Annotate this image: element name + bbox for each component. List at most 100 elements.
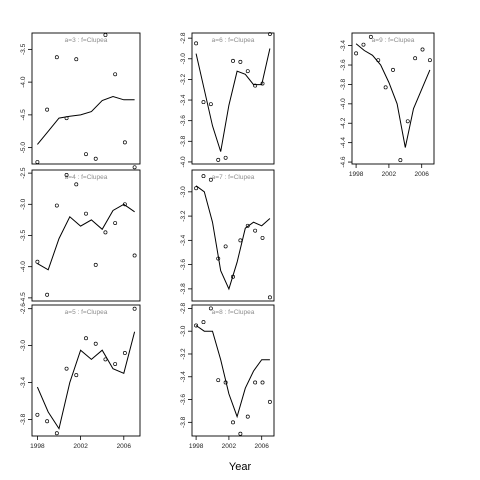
observed-point xyxy=(398,158,403,163)
y-tick-label: -4.5 xyxy=(20,109,27,121)
observed-point xyxy=(391,67,395,72)
observed-point xyxy=(253,83,258,88)
fitted-line xyxy=(37,95,135,145)
y-tick-label: -3.4 xyxy=(180,234,187,246)
observed-point xyxy=(103,33,108,37)
observed-point xyxy=(223,380,228,385)
observed-point xyxy=(45,107,50,112)
observed-point xyxy=(383,85,388,90)
fitted-line xyxy=(195,185,271,291)
observed-point xyxy=(64,366,69,371)
observed-point xyxy=(103,357,108,362)
panel-5: a=7 : f=Clupea -3.0 -3.2 -3.4 -3.6 -3.8 xyxy=(180,169,275,302)
observed-point xyxy=(260,235,265,240)
y-tick-label: -4.2 xyxy=(340,117,347,129)
observed-point xyxy=(122,202,127,207)
panel-title: a=3 : f=Clupea xyxy=(65,37,108,44)
observed-point xyxy=(231,58,235,63)
y-tick-label: -3.8 xyxy=(180,416,187,428)
observed-point xyxy=(35,259,40,264)
panel-grid: a=3 : f=Clupea -3.5 -4.0 -4.5 -5.0 a=6 : f=Cl… xyxy=(20,32,435,450)
y-tick-label: -3.0 xyxy=(180,186,187,198)
observed-point xyxy=(260,81,265,86)
x-axis-title: Year xyxy=(229,461,252,473)
panel-1: a=3 : f=Clupea -3.5 -4.0 -4.5 -5.0 xyxy=(20,32,141,170)
y-tick-label: -3.5 xyxy=(20,230,27,242)
observed-point xyxy=(267,295,272,300)
observed-point xyxy=(427,58,432,63)
panel-2: a=6 : f=Clupea -2.8 -3.0 -3.2 -3.4 -3.6 -3.8 -4… xyxy=(180,32,275,168)
y-tick-label: -3.2 xyxy=(180,210,187,222)
x-tick-label: 2002 xyxy=(382,171,397,178)
y-tick-label: -3.6 xyxy=(180,394,187,406)
fitted-line xyxy=(36,331,136,430)
observed-point xyxy=(361,42,366,47)
y-tick-label: -4.0 xyxy=(20,261,27,273)
observed-point xyxy=(420,47,425,52)
observed-point xyxy=(267,399,272,404)
y-tick-label: -3.8 xyxy=(340,78,347,90)
observed-point xyxy=(113,221,118,225)
panel-title: a=9 : f=Clupea xyxy=(372,37,415,44)
panel-title: a=4 : f=Clupea xyxy=(65,174,108,181)
observed-point xyxy=(253,380,258,385)
x-tick-label: 2002 xyxy=(222,443,237,450)
observed-point xyxy=(74,182,79,187)
observed-point xyxy=(74,57,79,62)
observed-point xyxy=(194,323,199,328)
panel-frame xyxy=(31,169,141,302)
panel-frame xyxy=(351,32,435,165)
observed-point xyxy=(216,256,221,261)
y-tick-label: -3.2 xyxy=(180,348,187,360)
observed-point xyxy=(113,72,118,77)
observed-point xyxy=(74,373,79,378)
x-tick-label: 2006 xyxy=(254,443,269,450)
observed-point xyxy=(93,341,98,346)
observed-point xyxy=(132,165,137,170)
y-tick-label: -3.6 xyxy=(180,259,187,271)
panel-4: a=4 : f=Clupea -2.5 -3.0 -3.5 -4.0 -4.5 xyxy=(20,167,141,304)
observed-point xyxy=(113,362,118,366)
panel-frame xyxy=(191,32,275,165)
y-tick-label: -2.5 xyxy=(20,167,27,179)
panel-frame xyxy=(191,169,275,302)
y-tick-label: -2.8 xyxy=(180,32,187,44)
observed-point xyxy=(201,100,206,105)
y-tick-label: -4.4 xyxy=(340,137,347,149)
observed-point xyxy=(245,414,250,419)
observed-point xyxy=(405,119,410,124)
observed-point xyxy=(231,274,235,279)
observed-point xyxy=(122,351,127,355)
observed-point xyxy=(368,34,373,39)
panel-title: a=7 : f=Clupea xyxy=(212,174,255,181)
x-tick-label: 1998 xyxy=(30,443,45,450)
observed-point xyxy=(84,152,88,157)
y-tick-label: -4.6 xyxy=(340,156,347,168)
y-tick-label: -3.4 xyxy=(340,40,347,52)
observed-point xyxy=(267,32,272,36)
observed-point xyxy=(208,306,213,311)
observed-point xyxy=(54,431,59,436)
y-tick-label: -3.5 xyxy=(20,43,27,55)
observed-point xyxy=(208,177,213,182)
x-tick-label: 2006 xyxy=(414,171,429,178)
observed-point xyxy=(245,69,250,74)
observed-point xyxy=(201,174,206,179)
y-tick-label: -2.8 xyxy=(180,302,187,314)
observed-point xyxy=(122,140,127,145)
x-tick-label: 2006 xyxy=(117,443,132,450)
observed-point xyxy=(223,155,228,160)
observed-point xyxy=(238,431,243,436)
observed-point xyxy=(35,412,40,417)
y-tick-label: -4.0 xyxy=(340,98,347,110)
observed-point xyxy=(354,51,359,56)
fitted-line xyxy=(195,325,270,419)
x-tick-label: 2002 xyxy=(73,443,88,450)
observed-point xyxy=(238,238,243,243)
y-tick-label: -4.5 xyxy=(20,292,27,304)
panel-frame xyxy=(31,304,141,437)
observed-point xyxy=(413,56,418,61)
observed-point xyxy=(231,420,235,425)
y-tick-label: -3.0 xyxy=(20,340,27,352)
panel-7: a=8 : f=Clupea -2.8 -3.0 -3.2 -3.4 -3.6 -3.8 19… xyxy=(180,302,275,450)
